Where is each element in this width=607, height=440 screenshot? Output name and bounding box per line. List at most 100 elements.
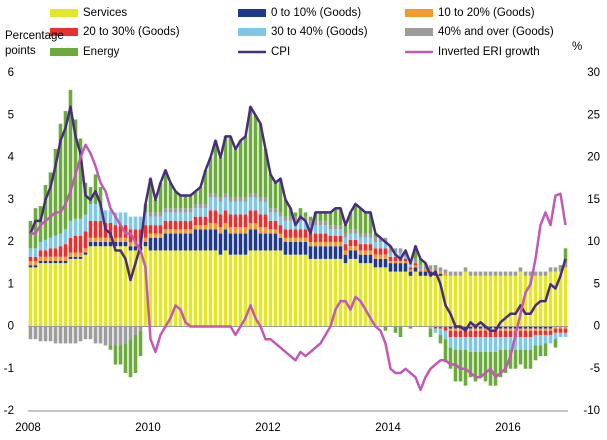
bar-segment (433, 326, 438, 329)
bar-segment (33, 267, 38, 327)
bar-segment (408, 267, 413, 270)
bar-segment (173, 250, 178, 327)
bar-segment (183, 233, 188, 251)
bar-segment (68, 252, 73, 257)
bar-segment (168, 182, 173, 209)
bar-segment (393, 248, 398, 253)
bar-segment (258, 233, 263, 251)
bar-segment (368, 233, 373, 238)
bar-segment (268, 174, 273, 209)
bar-segment (358, 254, 363, 264)
bar-segment (48, 172, 53, 238)
bar-segment (498, 326, 503, 329)
bar-segment (203, 229, 208, 251)
bar-segment (393, 261, 398, 264)
bar-segment (283, 229, 288, 238)
bar-segment (118, 237, 123, 242)
bar-segment (463, 267, 468, 272)
bar-segment (468, 275, 473, 327)
bar-segment (258, 250, 263, 327)
bar-segment (223, 210, 228, 223)
bar-segment (548, 334, 553, 344)
bar-segment (53, 326, 58, 344)
bar-segment (523, 337, 528, 350)
bar-segment (288, 254, 293, 327)
bar-segment (413, 263, 418, 266)
bar-segment (88, 203, 93, 221)
bar-segment (133, 216, 138, 230)
bar-segment (398, 271, 403, 327)
bar-segment (103, 326, 108, 346)
bar-segment (363, 212, 368, 234)
y2-tick-label: -10 (583, 405, 600, 417)
bar-segment (318, 220, 323, 226)
bar-segment (103, 210, 108, 223)
bar-segment (313, 220, 318, 226)
bar-segment (238, 254, 243, 327)
bar-segment (373, 237, 378, 242)
bar-segment (433, 265, 438, 268)
bar-segment (548, 328, 553, 331)
bar-segment (293, 212, 298, 217)
bar-segment (363, 263, 368, 327)
bar-segment (413, 246, 418, 259)
bar-segment (238, 233, 243, 255)
bar-segment (198, 225, 203, 230)
bar-segment (528, 328, 533, 331)
bar-segment (153, 225, 158, 234)
bar-segment (523, 275, 528, 327)
bar-segment (323, 225, 328, 234)
bar-segment (423, 271, 428, 276)
bar-segment (533, 328, 538, 331)
bar-segment (233, 197, 238, 202)
bar-segment (48, 263, 53, 327)
bar-segment (178, 212, 183, 221)
bar-segment (468, 326, 473, 329)
bar-segment (563, 248, 568, 264)
bar-segment (78, 138, 83, 219)
bar-segment (388, 271, 393, 327)
bar-segment (343, 244, 348, 251)
y-tick-label: -1 (4, 363, 14, 375)
bar-segment (493, 330, 498, 338)
bar-segment (423, 265, 428, 270)
bar-segment (413, 267, 418, 272)
bar-segment (123, 242, 128, 247)
legend-swatch (50, 28, 78, 36)
bar-segment (538, 345, 543, 357)
bar-segment (213, 197, 218, 211)
bar-segment (43, 326, 48, 342)
bar-segment (453, 330, 458, 338)
bar-segment (168, 250, 173, 327)
bar-segment (408, 265, 413, 268)
bar-segment (538, 334, 543, 346)
bar-segment (223, 193, 228, 198)
bar-segment (453, 271, 458, 276)
bar-segment (138, 330, 143, 357)
bar-segment (28, 326, 33, 340)
bar-segment (508, 328, 513, 331)
bar-segment (553, 339, 558, 348)
bar-segment (373, 267, 378, 327)
bar-segment (553, 271, 558, 327)
bar-segment (398, 263, 403, 272)
bar-segment (368, 212, 373, 234)
bar-segment (368, 250, 373, 255)
bar-segment (218, 197, 223, 202)
bar-segment (458, 328, 463, 331)
bar-segment (158, 233, 163, 238)
bar-segment (528, 330, 533, 338)
bar-segment (318, 225, 323, 234)
bar-segment (63, 256, 68, 262)
bar-segment (513, 271, 518, 276)
bar-segment (448, 330, 453, 338)
bar-segment (178, 233, 183, 251)
bar-segment (143, 242, 148, 247)
bar-segment (223, 229, 228, 251)
bar-segment (453, 328, 458, 331)
bar-segment (443, 269, 448, 274)
bar-segment (143, 212, 148, 226)
bar-segment (233, 201, 238, 215)
bar-segment (518, 337, 523, 350)
bar-segment (538, 330, 543, 335)
